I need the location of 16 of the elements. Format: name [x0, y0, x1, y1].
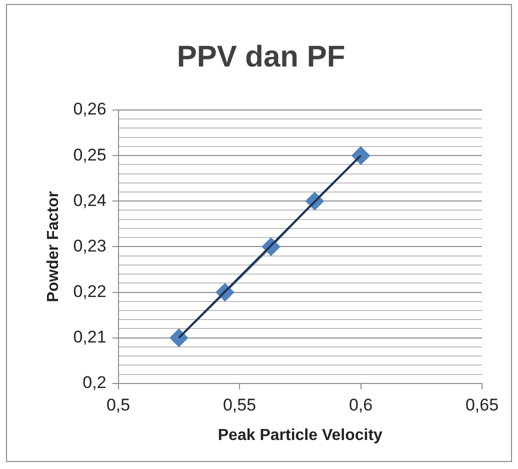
x-axis-title: Peak Particle Velocity: [218, 426, 383, 444]
y-tick-label: 0,2: [82, 373, 106, 392]
chart-title: PPV dan PF: [176, 40, 346, 74]
x-tick-label: 0,6: [348, 395, 373, 414]
point: [170, 328, 188, 347]
y-tick-label: 0,23: [73, 236, 106, 256]
y-tick-label: 0,21: [73, 328, 106, 347]
y-axis-title: Powder Factor: [45, 191, 62, 302]
y-tick-label: 0,26: [73, 100, 106, 119]
y-tick-label: 0,22: [73, 282, 106, 301]
x-tick-label: 0,5: [106, 395, 130, 414]
x-tick-label: 0,55: [222, 395, 256, 414]
point: [352, 146, 370, 165]
y-tick-label: 0,24: [73, 190, 106, 210]
y-tick-label: 0,25: [73, 145, 106, 164]
x-tick-label: 0,65: [465, 395, 499, 414]
